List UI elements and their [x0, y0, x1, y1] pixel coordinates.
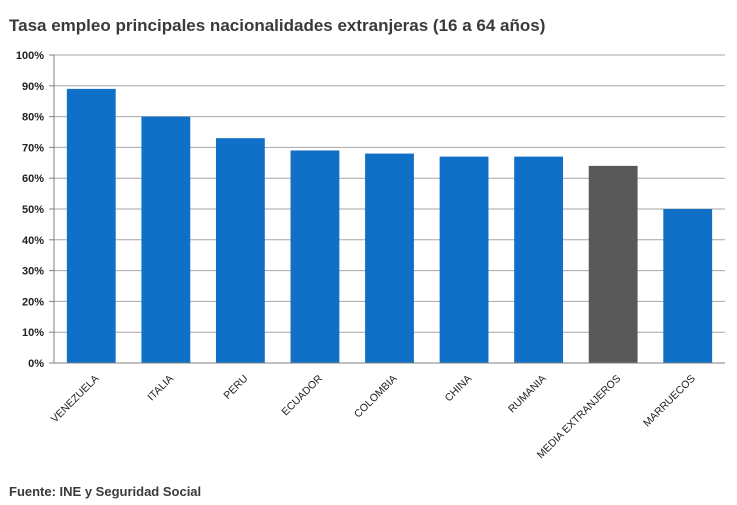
y-tick-label: 70%: [22, 142, 44, 154]
bar-media-extranjeros: [588, 165, 638, 363]
x-tick-label: PERU: [221, 373, 250, 402]
bars: [66, 88, 713, 363]
bar-colombia: [365, 153, 414, 363]
y-tick-label: 90%: [22, 81, 44, 93]
y-tick-label: 10%: [22, 327, 44, 339]
bar-peru: [215, 138, 265, 363]
y-tick-label: 0%: [28, 358, 44, 370]
y-tick-label: 30%: [22, 266, 44, 278]
y-tick-label: 40%: [22, 235, 44, 247]
x-tick-label: ECUADOR: [279, 372, 325, 418]
bar-marruecos: [663, 209, 713, 363]
x-tick-label: MEDIA EXTRANJEROS: [535, 373, 624, 462]
x-tick-label: MARRUECOS: [641, 373, 698, 430]
y-tick-label: 20%: [22, 296, 44, 308]
source-note: Fuente: INE y Seguridad Social: [9, 484, 202, 499]
bar-china: [439, 156, 489, 363]
y-axis-ticks: 0% 10% 20% 30% 40% 50% 60% 70% 80% 90% 100%: [16, 50, 55, 370]
x-tick-label: CHINA: [443, 373, 475, 405]
x-tick-label: VENEZUELA: [49, 373, 102, 426]
bar-ecuador: [290, 150, 340, 363]
chart-title: Tasa empleo principales nacionalidades e…: [9, 16, 546, 35]
y-tick-label: 80%: [22, 112, 44, 124]
y-tick-label: 50%: [22, 204, 44, 216]
x-tick-label: RUMANIA: [506, 373, 549, 416]
x-tick-label: COLOMBIA: [352, 373, 400, 421]
bar-rumania: [514, 156, 564, 363]
bar-italia: [141, 116, 191, 363]
x-tick-label: ITALIA: [145, 373, 176, 404]
bar-venezuela: [66, 88, 116, 363]
y-tick-label: 60%: [22, 173, 44, 185]
y-tick-label: 100%: [16, 50, 44, 62]
x-axis-labels: VENEZUELA ITALIA PERU ECUADOR COLOMBIA CHINA R…: [49, 372, 698, 461]
